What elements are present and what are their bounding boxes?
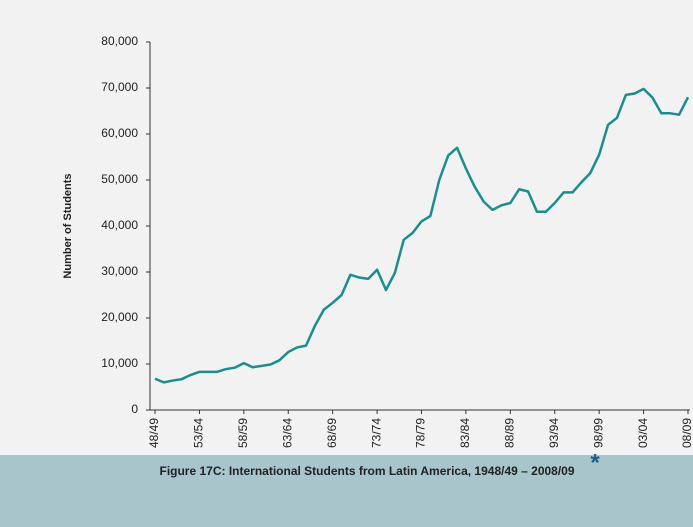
x-tick-label: 63/64 (280, 418, 294, 448)
x-tick-label: 83/84 (458, 418, 472, 448)
x-tick-label: 73/74 (369, 418, 383, 448)
footnote-marker: * (590, 449, 600, 476)
y-tick-label: 50,000 (101, 172, 138, 186)
y-tick-label: 30,000 (101, 264, 138, 278)
y-tick-label: 70,000 (101, 80, 138, 94)
x-tick-label: 93/94 (547, 418, 561, 448)
x-tick-label: 48/49 (147, 418, 161, 448)
data-line (154, 87, 690, 384)
y-tick-label: 10,000 (101, 356, 138, 370)
y-tick-label: 20,000 (101, 310, 138, 324)
y-tick-label: 40,000 (101, 218, 138, 232)
x-tick-label: 03/04 (636, 418, 650, 448)
caption-bar (0, 455, 693, 527)
y-tick-label: 0 (131, 402, 138, 416)
x-tick-label: 98/99 (591, 418, 605, 448)
x-tick-label: 53/54 (192, 418, 206, 448)
x-tick-label: 88/89 (503, 418, 517, 448)
x-tick-label: 08/09 (680, 418, 693, 448)
x-tick-label: 58/59 (236, 418, 250, 448)
y-axis-label: Number of Students (62, 173, 74, 278)
caption: Figure 17C: International Students from … (159, 464, 574, 478)
y-tick-label: 80,000 (101, 34, 138, 48)
y-tick-label: 60,000 (101, 126, 138, 140)
x-tick-label: 68/69 (325, 418, 339, 448)
x-tick-label: 78/79 (414, 418, 428, 448)
background (0, 0, 693, 455)
